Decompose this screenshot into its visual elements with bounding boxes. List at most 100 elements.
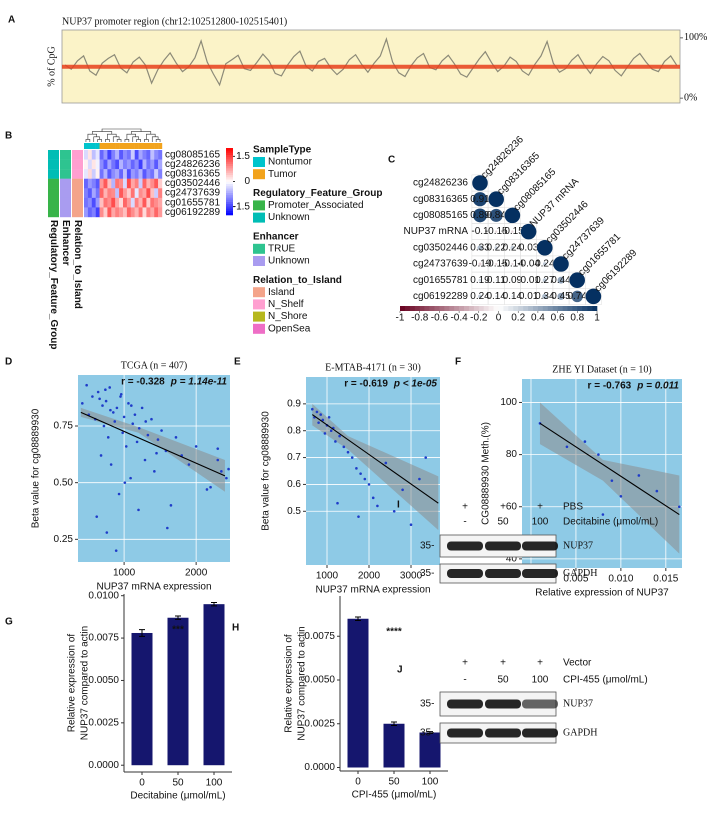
colorbar-segment — [532, 306, 539, 311]
heatmap-cell — [103, 188, 108, 199]
size-marker: 35- — [420, 728, 434, 739]
sample-type-cell — [115, 143, 120, 149]
colorbar-segment — [557, 306, 563, 311]
point — [583, 440, 587, 443]
heatmap-cell — [158, 178, 163, 189]
error-bar — [175, 615, 181, 620]
dendrogram — [85, 128, 161, 142]
heatmap-cell — [126, 207, 131, 218]
legend-label: Tumor — [268, 169, 297, 180]
blot-band — [522, 541, 558, 551]
sample-type-cell — [84, 143, 89, 149]
significance: *** — [172, 625, 184, 636]
colorbar-segment — [226, 165, 233, 169]
heatmap-cell — [130, 159, 135, 170]
colorbar-segment — [429, 306, 435, 311]
heatmap-cell — [138, 197, 143, 208]
legend-label: Nontumor — [268, 157, 313, 168]
heatmap-cell — [142, 178, 147, 189]
error-bar — [355, 616, 361, 621]
error-bar — [391, 721, 397, 726]
lane-mark: + — [462, 658, 468, 669]
point — [109, 408, 112, 412]
colorbar-segment — [577, 306, 583, 311]
point — [131, 422, 135, 426]
blot-band — [522, 728, 558, 738]
colorbar-segment — [528, 306, 534, 311]
lane-mark: 100 — [532, 675, 549, 686]
heatmap-cell — [103, 169, 108, 179]
corr-circle — [488, 191, 504, 207]
annotation: r = -0.328 — [121, 377, 165, 388]
panel-letter: G — [5, 617, 13, 628]
corr-value: -0.01 — [517, 275, 540, 286]
corr-circle — [511, 295, 514, 298]
heatmap-cell — [150, 150, 155, 160]
legend-swatch — [253, 169, 265, 180]
colorbar-label: -0.8 — [411, 313, 429, 324]
point — [357, 515, 360, 518]
heatmap-cell — [123, 159, 128, 170]
point — [115, 406, 119, 410]
corr-value: 0.24 — [503, 242, 523, 253]
y-tick-label: 40 — [506, 554, 518, 565]
heatmap-cell — [87, 188, 92, 199]
colorbar-label: 0 — [496, 313, 502, 324]
point — [111, 411, 115, 414]
heatmap-cell — [154, 178, 159, 189]
colorbar-segment — [493, 306, 499, 311]
corr-circle — [472, 192, 488, 207]
heatmap-cell — [138, 159, 143, 170]
point — [655, 489, 659, 493]
colorbar-segment — [226, 197, 233, 200]
x-tick-label: 2000 — [358, 571, 381, 582]
point — [104, 399, 108, 403]
sample-type-cell — [91, 143, 96, 149]
colorbar-segment — [542, 306, 549, 311]
heatmap-cell — [119, 159, 124, 170]
heatmap-cell — [95, 188, 100, 199]
blot-band — [485, 699, 521, 709]
panel-letter: A — [8, 15, 15, 26]
x-tick-label: 0.015 — [653, 574, 678, 585]
heatmap-cell — [87, 178, 92, 189]
colorbar-segment — [226, 154, 233, 158]
heatmap-cell — [138, 150, 143, 160]
heatmap-cell — [111, 169, 116, 179]
heatmap-cell — [84, 150, 89, 160]
corr-value: -0.14 — [501, 259, 524, 270]
blot-band — [522, 699, 558, 709]
point — [209, 485, 212, 489]
heatmap-cell — [111, 178, 116, 189]
colorbar-segment — [567, 306, 573, 311]
legend-swatch — [253, 323, 265, 334]
corr-value: 0.24 — [470, 291, 490, 302]
row-annotation-label: Regulatory_Feature_Group — [48, 220, 59, 349]
corr-circle — [537, 240, 553, 256]
row-label: cg08085165 — [413, 210, 468, 221]
point — [122, 415, 126, 419]
row-label: cg01655781 — [165, 197, 220, 208]
colorbar-segment — [226, 188, 233, 191]
sample-type-cell — [123, 143, 128, 149]
heatmap-cell — [111, 159, 116, 170]
y-tick-label: 0.0050 — [304, 675, 335, 686]
point — [140, 406, 144, 410]
corr-circle — [510, 245, 515, 250]
heatmap-cell — [84, 159, 89, 170]
point — [216, 447, 220, 450]
heatmap-cell — [150, 178, 155, 189]
row-annotation-cell — [72, 197, 83, 208]
point — [355, 467, 358, 470]
point — [130, 404, 133, 407]
colorbar-segment — [439, 306, 445, 311]
point — [367, 483, 371, 486]
colorbar-label: 0 — [244, 176, 250, 187]
point — [321, 418, 325, 422]
colorbar-label: 1.5 — [236, 151, 250, 162]
corr-circle — [478, 262, 482, 266]
colorbar-segment — [498, 306, 504, 311]
corr-cell — [585, 288, 602, 305]
blot-band — [447, 541, 483, 551]
